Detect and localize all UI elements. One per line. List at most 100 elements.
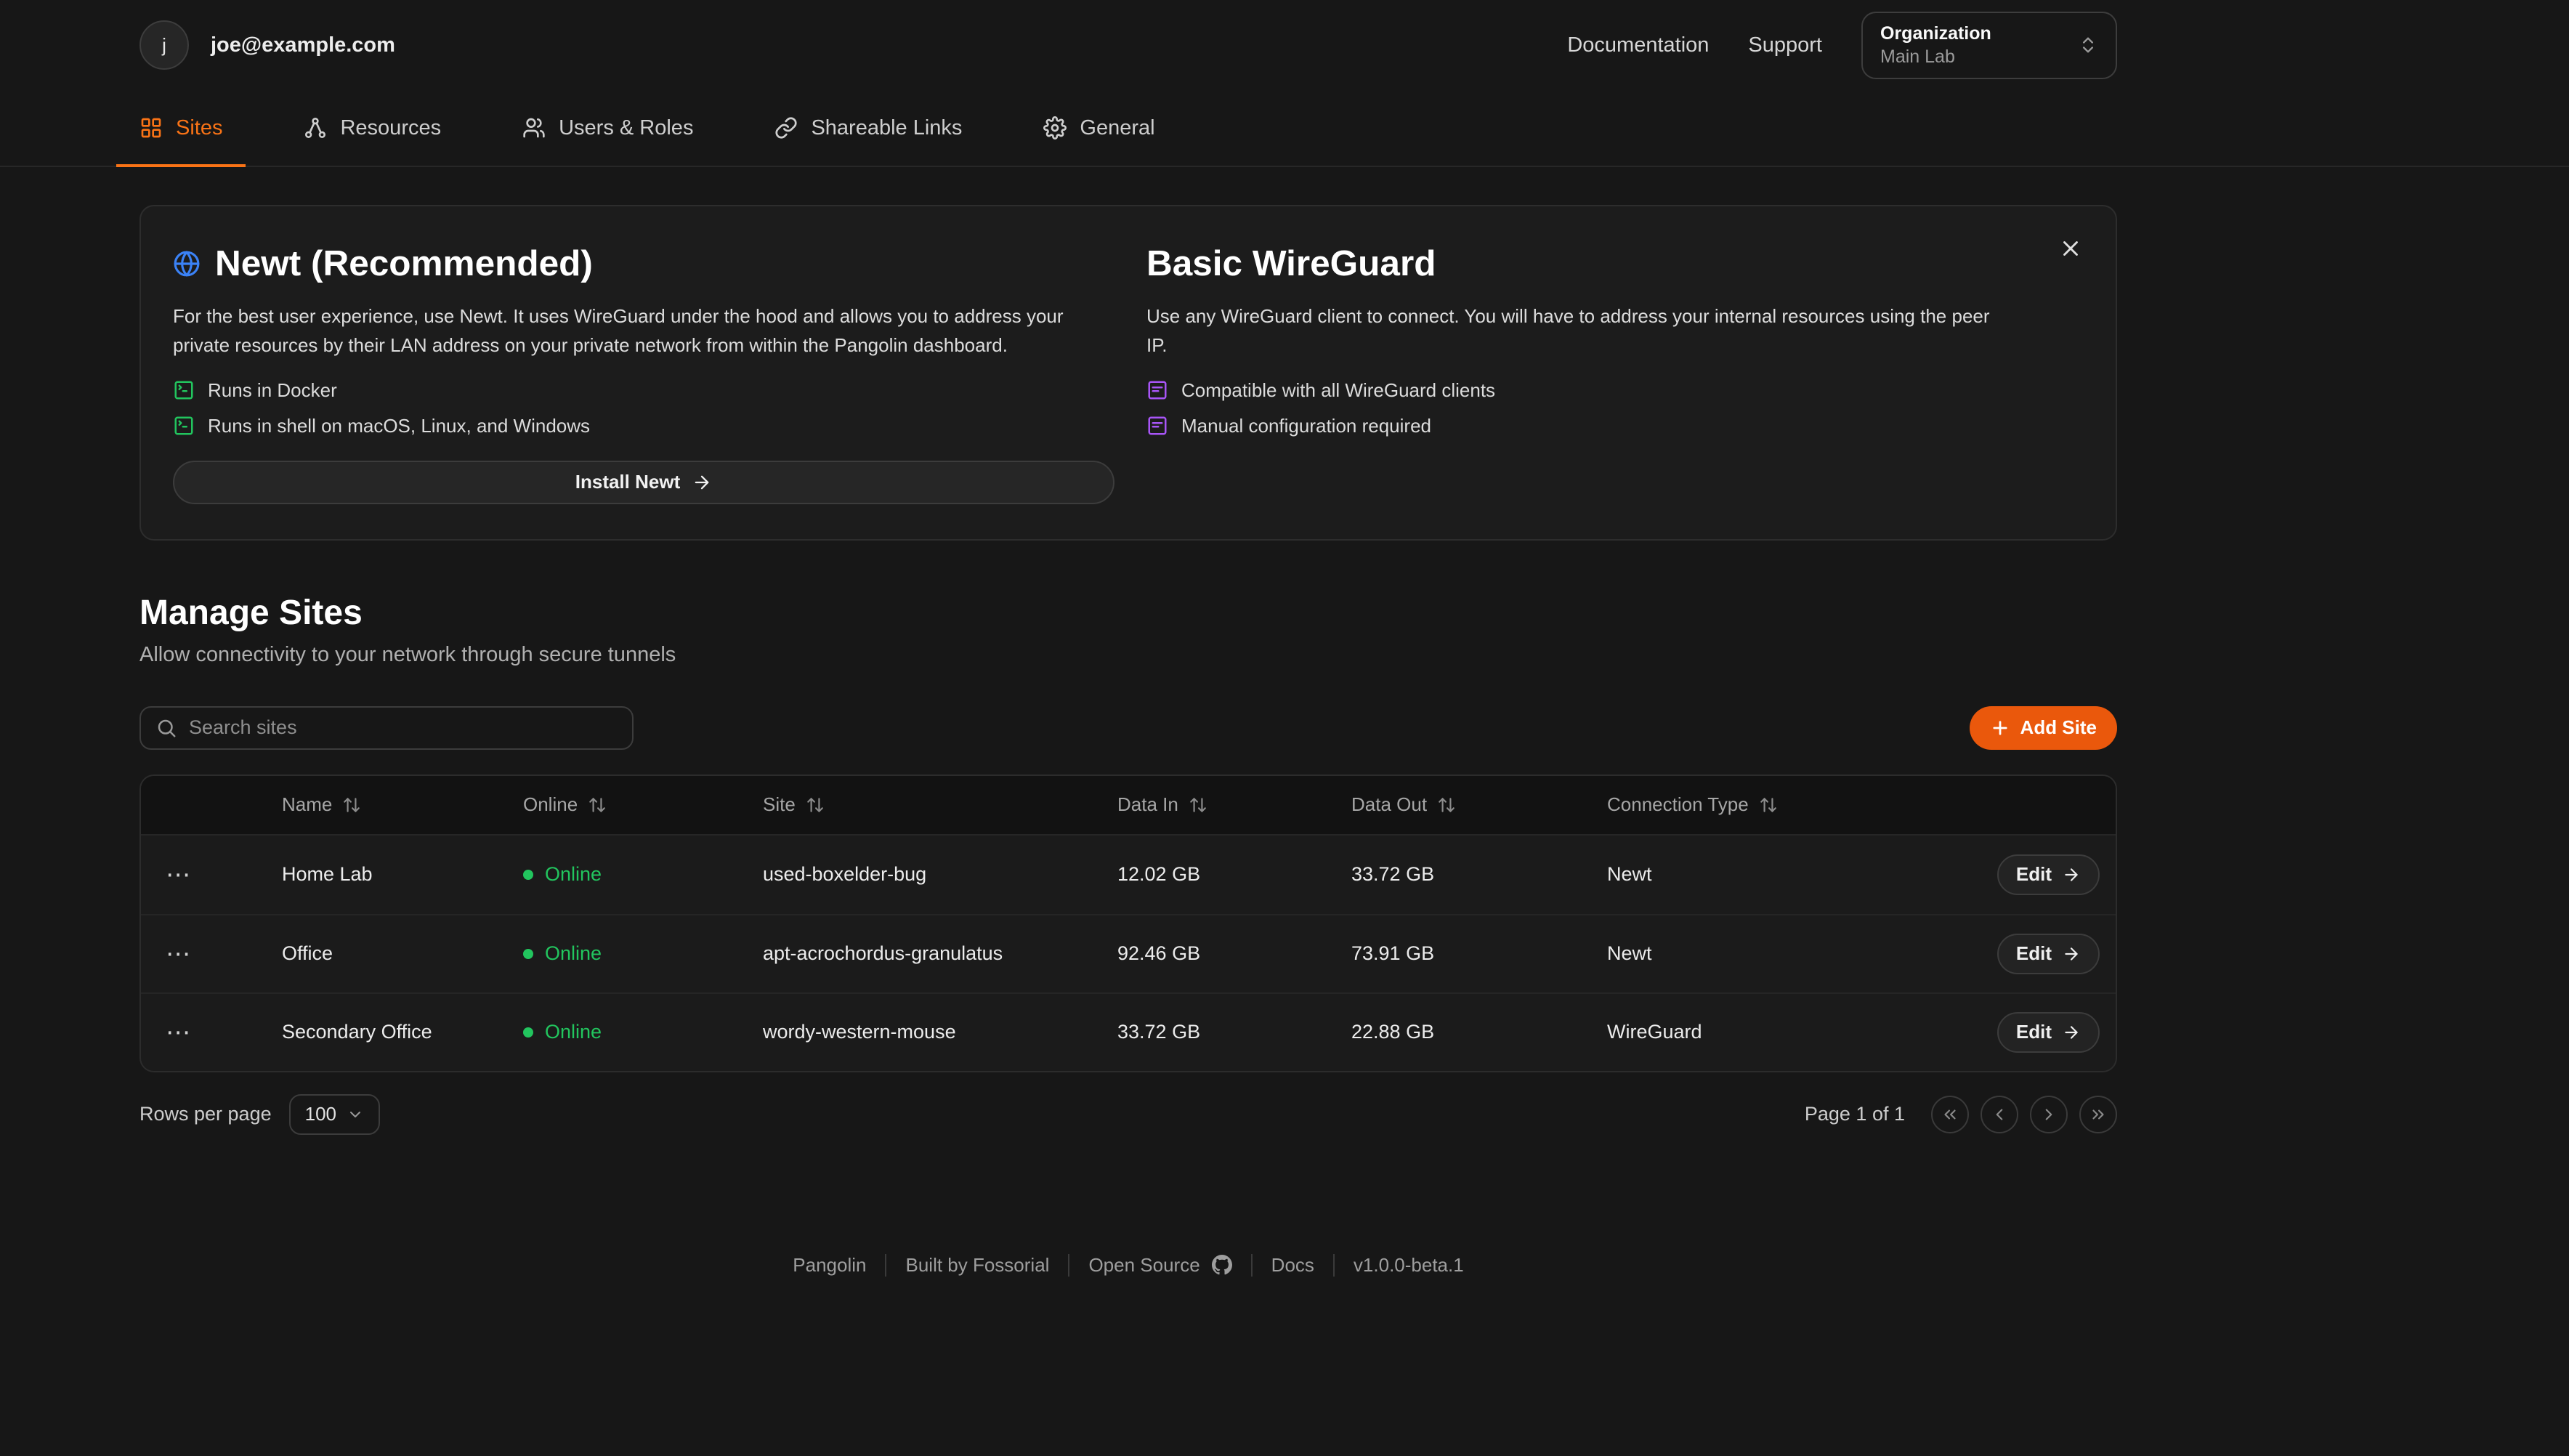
connection-type-value: Newt [1607, 942, 1652, 965]
connection-type-value: Newt [1607, 863, 1652, 886]
add-site-button[interactable]: Add Site [1969, 705, 2117, 750]
support-link[interactable]: Support [1748, 33, 1822, 57]
install-newt-button[interactable]: Install Newt [173, 460, 1114, 504]
footer-version: v1.0.0-beta.1 [1332, 1253, 1483, 1277]
documentation-link[interactable]: Documentation [1567, 33, 1710, 57]
footer-docs-link[interactable]: Docs [1250, 1253, 1333, 1277]
data-out-value: 33.72 GB [1351, 863, 1435, 886]
status-label: Online [545, 1021, 602, 1043]
tab-label: Sites [176, 116, 223, 139]
newt-features: Runs in Docker Runs in shell on macOS, L… [173, 379, 1114, 437]
previous-page-button[interactable] [1981, 1095, 2018, 1133]
users-icon [522, 116, 546, 139]
column-header-online[interactable]: Online [523, 793, 763, 816]
footer-items: Pangolin Built by Fossorial Open Source … [774, 1253, 1483, 1277]
table-header-row: Name Online Site Data In Data Out [141, 775, 2116, 836]
site-footer: Pangolin Built by Fossorial Open Source … [139, 1253, 2117, 1277]
data-in-value: 92.46 GB [1117, 942, 1201, 965]
column-header-site[interactable]: Site [763, 793, 1117, 816]
newt-description: For the best user experience, use Newt. … [173, 305, 1064, 357]
topbar-links: Documentation Support Organization Main … [1567, 11, 2117, 79]
edit-label: Edit [2015, 942, 2052, 965]
newt-section: Newt (Recommended) For the best user exp… [173, 243, 1114, 504]
config-icon [1146, 379, 1168, 401]
arrow-right-icon [2062, 945, 2081, 963]
pager-buttons [1931, 1095, 2117, 1133]
waypoints-icon [304, 116, 327, 139]
connection-type-value: WireGuard [1607, 1021, 1702, 1043]
terminal-icon [173, 379, 195, 401]
terminal-icon [173, 415, 195, 437]
next-page-button[interactable] [2030, 1095, 2068, 1133]
newt-title-row: Newt (Recommended) [173, 243, 1114, 284]
column-label: Site [763, 793, 796, 816]
feature-item: Compatible with all WireGuard clients [1146, 379, 1999, 402]
column-header-data-out[interactable]: Data Out [1351, 793, 1607, 816]
tab-label: Users & Roles [559, 116, 694, 139]
sort-icon [806, 796, 825, 814]
column-label: Connection Type [1607, 793, 1749, 816]
tab-resources[interactable]: Resources [280, 90, 464, 166]
row-menu-icon[interactable]: ⋯ [158, 938, 199, 970]
edit-label: Edit [2015, 863, 2052, 886]
arrow-right-icon [2062, 1023, 2081, 1042]
edit-label: Edit [2015, 1021, 2052, 1043]
tab-label: Shareable Links [811, 116, 963, 139]
sort-icon [1189, 796, 1207, 814]
pangolin-dashboard: j joe@example.com Documentation Support … [0, 11, 2569, 1277]
row-menu-icon[interactable]: ⋯ [158, 859, 199, 891]
footer-brand: Pangolin [774, 1254, 885, 1277]
edit-button[interactable]: Edit [1996, 933, 2100, 974]
tab-sites[interactable]: Sites [116, 90, 246, 167]
main-content: Newt (Recommended) For the best user exp… [139, 205, 2117, 1277]
organization-selector[interactable]: Organization Main Lab [1861, 11, 2117, 79]
site-id: apt-acrochordus-granulatus [763, 942, 1003, 965]
avatar-initial: j [162, 33, 166, 56]
grid-icon [139, 116, 163, 139]
table-row: ⋯ Secondary Office Online wordy-western-… [141, 992, 2116, 1071]
rows-per-page-select[interactable]: 100 [288, 1093, 380, 1135]
status-dot-icon [523, 1027, 533, 1038]
tab-label: General [1080, 116, 1155, 139]
newt-title: Newt (Recommended) [215, 243, 593, 283]
close-icon[interactable] [2049, 227, 2092, 270]
connection-methods-card: Newt (Recommended) For the best user exp… [139, 205, 2117, 541]
status-badge: Online [523, 863, 763, 886]
table-footer: Rows per page 100 Page 1 of 1 [139, 1093, 2117, 1135]
install-newt-label: Install Newt [575, 471, 681, 493]
column-header-name[interactable]: Name [282, 793, 523, 816]
column-header-data-in[interactable]: Data In [1117, 793, 1351, 816]
page-subtitle: Allow connectivity to your network throu… [139, 642, 676, 666]
config-icon [1146, 415, 1168, 437]
tab-shareable-links[interactable]: Shareable Links [751, 90, 985, 166]
page-status: Page 1 of 1 [1804, 1103, 1905, 1125]
tab-users-roles[interactable]: Users & Roles [499, 90, 716, 166]
column-label: Data In [1117, 793, 1178, 816]
data-out-value: 73.91 GB [1351, 942, 1435, 965]
status-dot-icon [523, 948, 533, 959]
link-icon [774, 116, 798, 139]
wireguard-description: Use any WireGuard client to connect. You… [1146, 305, 1990, 357]
edit-button[interactable]: Edit [1996, 1011, 2100, 1053]
first-page-button[interactable] [1931, 1095, 1969, 1133]
feature-label: Runs in Docker [208, 379, 337, 401]
last-page-button[interactable] [2079, 1095, 2117, 1133]
tab-general[interactable]: General [1020, 90, 1178, 166]
tab-label: Resources [340, 116, 442, 139]
footer-open-source-link[interactable]: Open Source [1068, 1253, 1250, 1277]
edit-button[interactable]: Edit [1996, 854, 2100, 895]
footer-built-by-link[interactable]: Built by Fossorial [885, 1253, 1068, 1277]
user-email[interactable]: joe@example.com [211, 33, 395, 57]
row-menu-icon[interactable]: ⋯ [158, 1016, 199, 1048]
column-header-connection-type[interactable]: Connection Type [1607, 793, 1975, 816]
status-label: Online [545, 942, 602, 965]
sort-icon [588, 796, 607, 814]
site-id: used-boxelder-bug [763, 863, 927, 886]
chevron-right-icon [2039, 1105, 2058, 1124]
data-in-value: 33.72 GB [1117, 1021, 1201, 1043]
table-controls: Add Site [139, 705, 2117, 750]
pagination-controls: Page 1 of 1 [1804, 1095, 2117, 1133]
avatar[interactable]: j [139, 20, 189, 70]
search-input[interactable] [189, 716, 618, 740]
data-in-value: 12.02 GB [1117, 863, 1201, 886]
